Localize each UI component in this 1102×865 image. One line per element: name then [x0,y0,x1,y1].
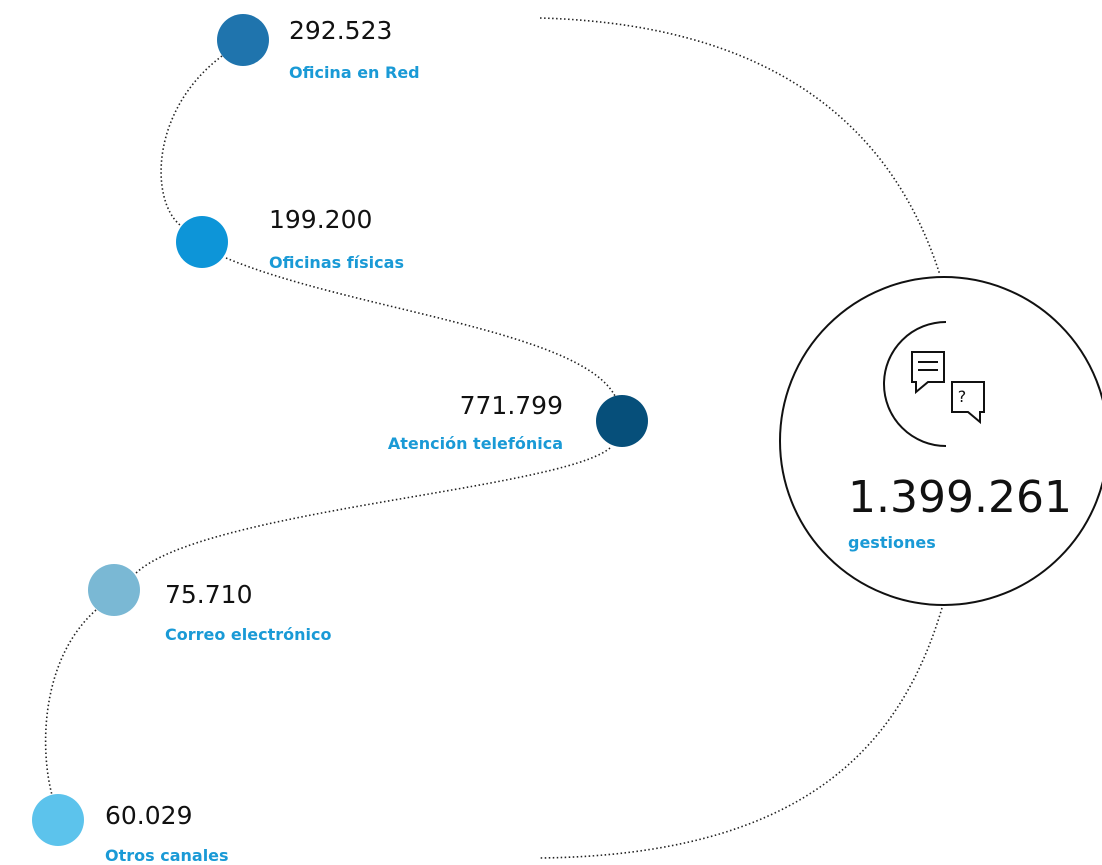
node-dot [88,564,140,616]
node-value: 292.523 [289,16,392,45]
node-label: Atención telefónica [388,434,563,453]
node-value: 60.029 [105,801,192,830]
node-dot [596,395,648,447]
node-label: Oficinas físicas [269,253,404,272]
node-value: 199.200 [269,205,372,234]
connector [160,55,223,226]
connector [44,609,97,796]
node-dot [217,14,269,66]
connector [134,447,611,575]
total-label: gestiones [848,533,936,552]
node-dot [176,216,228,268]
node-label: Otros canales [105,846,229,865]
connector [539,17,941,276]
total-circle [779,276,1102,606]
icon-arc [883,321,947,447]
node-value: 771.799 [460,391,563,420]
connector [539,607,943,859]
total-value: 1.399.261 [848,472,1072,523]
node-value: 75.710 [165,580,252,609]
icon-question: ? [958,387,967,406]
node-label: Correo electrónico [165,625,331,644]
node-label: Oficina en Red [289,63,420,82]
node-dot [32,794,84,846]
connector [225,257,616,397]
chat-icon [911,351,985,425]
